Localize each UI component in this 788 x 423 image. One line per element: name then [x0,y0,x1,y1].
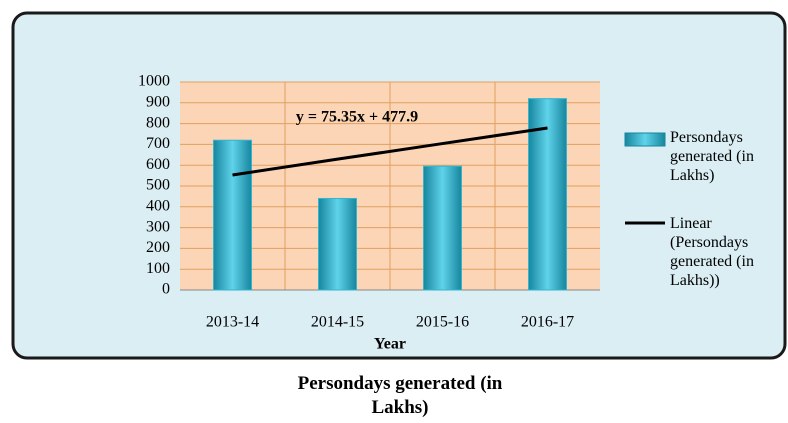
y-tick-label: 0 [162,281,170,298]
y-tick-label: 200 [146,239,170,256]
caption-title: Persondays generated (in Lakhs) [297,373,503,418]
y-tick-label: 300 [146,218,170,235]
x-tick-label: 2014-15 [311,314,364,331]
legend-swatch [624,132,666,147]
legend-label: Persondays generated (in Lakhs) [670,129,754,184]
y-tick-label: 1000 [138,73,170,90]
bar [213,139,252,291]
x-axis-label: Year [374,336,406,353]
bar [318,197,357,291]
y-tick-label: 700 [146,135,170,152]
y-tick-label: 800 [146,114,170,131]
bar [423,165,462,291]
trend-equation: y = 75.35x + 477.9 [296,109,418,126]
bar [528,98,567,291]
y-tick-label: 100 [146,260,170,277]
trend-line [232,126,548,177]
y-tick-label: 500 [146,177,170,194]
y-tick-label: 900 [146,93,170,110]
y-tick-label: 600 [146,156,170,173]
y-tick-label: 400 [146,197,170,214]
x-tick-label: 2015-16 [416,314,469,331]
legend-label: Linear (Persondays generated (in Lakhs)) [670,215,754,289]
x-tick-label: 2016-17 [521,314,574,331]
x-tick-label: 2013-14 [206,314,259,331]
